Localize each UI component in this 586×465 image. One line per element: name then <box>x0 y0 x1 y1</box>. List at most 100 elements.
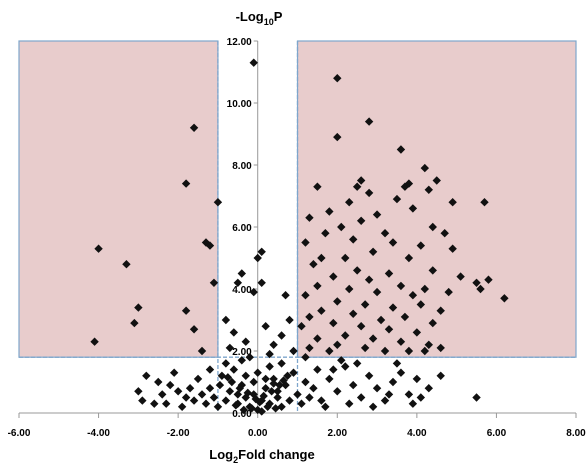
x-tick-label: 6.00 <box>487 428 507 439</box>
data-point <box>273 393 282 402</box>
data-point <box>352 182 362 191</box>
x-tick-label: 0.00 <box>248 428 268 439</box>
data-point <box>233 278 243 287</box>
data-point <box>356 176 366 185</box>
y-tick-label: 8.00 <box>232 161 252 172</box>
data-point <box>177 402 187 411</box>
data-point <box>448 198 457 207</box>
data-point <box>225 343 235 353</box>
data-point <box>134 303 143 312</box>
data-point <box>321 402 330 411</box>
data-point <box>388 238 398 247</box>
data-point <box>448 244 457 253</box>
data-point <box>241 371 250 380</box>
data-point <box>237 269 246 278</box>
data-point <box>209 278 219 287</box>
data-points <box>90 58 509 416</box>
data-point <box>247 404 256 413</box>
data-point <box>265 349 274 359</box>
data-point <box>396 145 406 154</box>
data-point <box>162 399 171 408</box>
y-tick-label: 0.00 <box>232 409 252 420</box>
data-point <box>384 269 394 278</box>
data-point <box>341 331 350 340</box>
data-point <box>396 368 406 377</box>
data-point <box>261 374 270 384</box>
data-point <box>416 241 426 250</box>
data-point <box>436 306 445 315</box>
data-point <box>420 163 430 173</box>
data-point <box>229 328 239 337</box>
data-point <box>305 312 314 322</box>
data-point <box>158 390 167 399</box>
data-point <box>217 371 227 380</box>
data-point <box>480 198 489 207</box>
data-point <box>279 376 288 385</box>
data-point <box>154 377 163 387</box>
data-point <box>249 58 258 67</box>
data-point <box>225 387 235 396</box>
data-point <box>309 384 318 393</box>
data-point <box>285 396 294 405</box>
data-point <box>189 325 199 334</box>
data-point <box>261 322 270 331</box>
data-point <box>428 222 437 232</box>
data-point <box>150 399 159 408</box>
data-point <box>333 340 342 349</box>
data-point <box>356 393 366 402</box>
data-point <box>275 380 284 390</box>
data-point <box>325 374 334 384</box>
data-point <box>277 359 286 368</box>
data-point <box>456 272 465 281</box>
data-point <box>400 182 410 191</box>
data-point <box>233 390 243 399</box>
data-point <box>271 404 280 413</box>
data-point <box>384 390 394 399</box>
x-axis-title: Log2Fold change <box>209 447 314 465</box>
y-tick-label: 6.00 <box>232 223 252 234</box>
data-point <box>223 373 233 382</box>
data-point <box>345 399 354 408</box>
data-point <box>317 306 326 315</box>
data-point <box>412 328 422 337</box>
data-point <box>420 346 430 356</box>
data-point <box>424 185 433 194</box>
data-point <box>408 399 418 408</box>
data-point <box>239 405 248 415</box>
data-point <box>368 334 378 343</box>
data-point <box>134 387 143 396</box>
data-point <box>428 318 437 328</box>
data-point <box>257 278 266 287</box>
data-point <box>221 315 231 325</box>
data-point <box>122 260 131 269</box>
data-point <box>416 393 426 402</box>
data-point <box>341 362 350 371</box>
x-tick-label: 2.00 <box>328 428 348 439</box>
data-point <box>313 334 322 343</box>
data-point <box>325 346 334 356</box>
data-point <box>428 266 437 275</box>
data-point <box>436 343 445 353</box>
data-point <box>337 356 346 365</box>
y-axis-title: -Log10P <box>236 9 283 27</box>
data-point <box>408 291 418 300</box>
data-point <box>352 266 362 275</box>
data-point <box>305 213 314 222</box>
x-tick-label: 8.00 <box>566 428 586 439</box>
data-point <box>368 247 378 256</box>
data-point <box>329 272 338 281</box>
data-point <box>329 318 338 328</box>
data-point <box>283 371 292 380</box>
data-point <box>380 396 390 405</box>
x-tick-label: 4.00 <box>407 428 427 439</box>
data-point <box>476 284 485 294</box>
data-point <box>436 371 445 380</box>
data-point <box>364 117 374 126</box>
data-point <box>185 384 195 393</box>
data-point <box>301 291 310 300</box>
significance-regions <box>18 40 577 413</box>
data-point <box>259 391 268 401</box>
data-point <box>241 337 250 346</box>
data-point <box>404 253 414 263</box>
